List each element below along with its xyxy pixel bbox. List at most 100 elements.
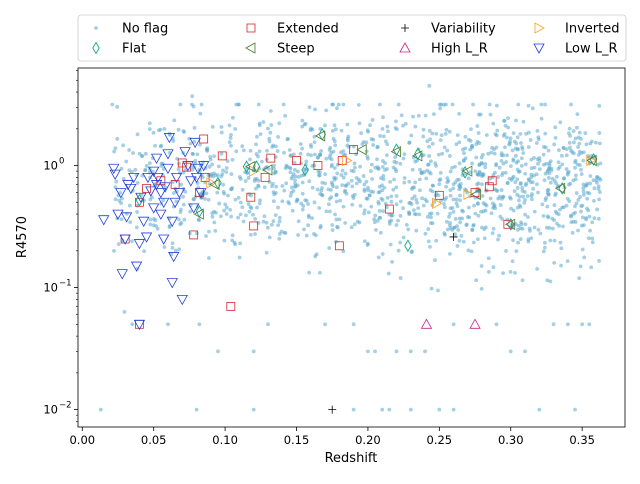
data-point [435, 211, 440, 216]
data-point [193, 208, 204, 220]
data-point [450, 165, 454, 170]
data-point [306, 223, 311, 228]
x-tick-label: 0.05 [141, 433, 167, 447]
data-point [223, 202, 228, 207]
data-point [536, 161, 540, 166]
data-point [230, 115, 235, 120]
data-point [254, 152, 259, 156]
data-point [416, 113, 421, 118]
data-point [503, 219, 513, 229]
data-point [542, 162, 546, 167]
data-point [190, 151, 195, 156]
data-point [486, 256, 491, 261]
data-point [300, 146, 305, 151]
data-point [314, 233, 318, 238]
data-point [412, 212, 417, 216]
data-point [133, 319, 146, 331]
data-point [336, 102, 341, 107]
data-point [368, 123, 372, 128]
data-point [289, 190, 294, 195]
data-point [448, 193, 453, 198]
data-point [257, 123, 262, 128]
data-point [581, 182, 586, 187]
data-point [508, 269, 513, 274]
data-point [461, 158, 466, 162]
data-point [182, 161, 194, 172]
data-point [543, 131, 548, 136]
data-point [392, 159, 397, 164]
data-point [219, 125, 224, 129]
data-point [369, 169, 373, 173]
data-point [500, 171, 505, 175]
data-point [444, 184, 449, 189]
data-point [422, 170, 427, 174]
data-point [174, 189, 179, 194]
data-point [254, 142, 258, 147]
data-point [580, 322, 585, 327]
data-point [424, 176, 429, 181]
data-point [390, 213, 395, 218]
data-point [313, 161, 323, 170]
data-point [247, 209, 252, 214]
data-point [498, 203, 503, 207]
data-point [335, 171, 340, 176]
data-point [332, 139, 337, 144]
legend-marker [401, 24, 409, 32]
data-point [386, 129, 390, 134]
data-point [195, 152, 200, 157]
data-point [308, 128, 313, 132]
data-point [451, 322, 456, 327]
data-point [454, 142, 459, 147]
data-point [540, 202, 545, 207]
data-point [159, 161, 164, 166]
data-point [508, 349, 513, 354]
data-point [396, 218, 400, 223]
data-point [559, 153, 564, 158]
data-point [329, 180, 334, 185]
data-point [511, 131, 516, 136]
data-point [545, 188, 550, 193]
data-point [189, 230, 199, 240]
data-point [333, 212, 337, 217]
data-point [260, 172, 270, 182]
data-point [295, 169, 300, 174]
data-point [434, 238, 439, 243]
data-point [334, 185, 339, 190]
data-point [303, 121, 308, 126]
data-point [196, 217, 201, 222]
data-point [301, 204, 306, 208]
data-point [365, 154, 370, 159]
data-point [508, 136, 513, 141]
data-point [198, 111, 203, 116]
data-point [506, 116, 510, 121]
data-point [587, 322, 592, 327]
data-point [313, 152, 317, 157]
data-point [306, 213, 311, 218]
data-point [345, 138, 350, 143]
data-point [221, 168, 225, 173]
data-point [98, 407, 103, 412]
data-point [543, 102, 548, 107]
data-point [265, 148, 269, 153]
data-point [521, 119, 526, 124]
data-point [465, 222, 469, 227]
data-point [266, 153, 276, 163]
data-point [541, 152, 546, 157]
data-point [589, 265, 594, 270]
data-point [253, 217, 258, 221]
data-point [138, 216, 150, 227]
data-point [413, 124, 418, 129]
data-point [543, 198, 548, 202]
data-point [113, 185, 118, 190]
data-point [421, 153, 426, 158]
data-point [415, 200, 419, 205]
data-point [116, 242, 121, 246]
data-point [240, 205, 245, 210]
data-point [256, 102, 261, 107]
data-point [351, 169, 356, 174]
data-point [503, 170, 508, 175]
data-point [355, 219, 360, 224]
data-point [519, 164, 524, 168]
data-point [408, 407, 413, 412]
data-point [542, 245, 547, 250]
